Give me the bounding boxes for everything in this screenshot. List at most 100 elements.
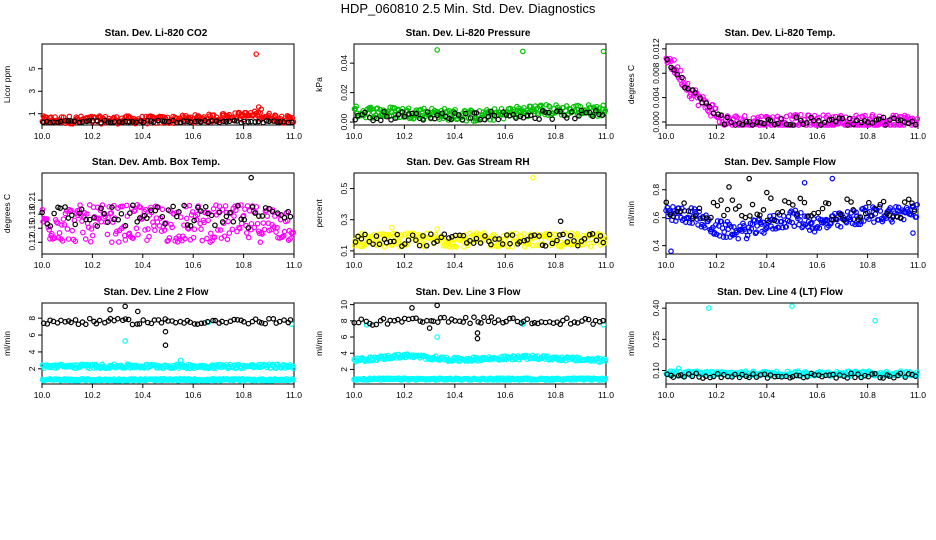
data-point — [500, 319, 506, 326]
data-point — [684, 214, 691, 221]
data-point — [539, 242, 546, 248]
data-point — [142, 206, 149, 213]
data-point — [693, 370, 700, 377]
data-point — [546, 103, 552, 109]
data-point — [668, 248, 674, 255]
data-point — [741, 113, 748, 119]
data-point — [887, 205, 894, 211]
data-point — [133, 225, 140, 232]
chart-rh: Stan. Dev. Gas Stream RH 10.0 10.2 10.4 10.6… — [312, 157, 624, 277]
x-tick-label: 10.0 — [658, 260, 675, 270]
data-point — [439, 110, 445, 117]
data-point — [478, 237, 485, 244]
data-point — [912, 121, 919, 128]
data-point — [533, 242, 540, 249]
data-point — [352, 239, 359, 245]
data-point — [62, 319, 68, 325]
data-point — [716, 119, 723, 125]
data-point — [471, 314, 477, 321]
data-point — [101, 210, 108, 217]
data-point — [231, 316, 237, 323]
data-point — [681, 200, 687, 206]
data-point — [554, 108, 560, 114]
data-point — [233, 207, 239, 214]
data-point — [223, 213, 230, 220]
x-tick-label: 10.0 — [34, 131, 51, 141]
data-point — [674, 64, 681, 70]
data-point — [491, 319, 498, 326]
data-point — [675, 365, 682, 372]
data-point — [168, 221, 174, 228]
data-point — [420, 117, 427, 123]
data-point — [249, 204, 256, 210]
data-point — [96, 317, 103, 324]
data-point — [359, 230, 365, 237]
data-point — [783, 224, 790, 230]
chart-svg: 10.0 10.2 10.4 10.6 10.8 11.0 0.10 0.25 0.40 ml/m… — [626, 300, 926, 400]
data-point — [520, 48, 526, 55]
data-point — [857, 214, 864, 220]
data-point — [122, 222, 129, 229]
data-point — [65, 118, 72, 124]
data-point — [91, 215, 97, 221]
data-point — [145, 226, 151, 232]
data-point — [238, 202, 244, 208]
data-point — [593, 237, 600, 244]
data-point — [757, 212, 763, 218]
data-point — [108, 210, 115, 216]
data-point — [177, 357, 184, 364]
data-point — [482, 233, 488, 239]
data-point — [387, 238, 394, 245]
data-point — [248, 174, 254, 181]
data-points — [39, 51, 297, 127]
data-point — [212, 317, 219, 324]
data-point — [441, 314, 448, 321]
data-point — [126, 230, 133, 237]
data-point — [718, 197, 724, 203]
data-point — [198, 208, 204, 214]
data-point — [909, 118, 915, 125]
data-point — [890, 112, 897, 119]
data-point — [455, 112, 462, 118]
data-point — [115, 216, 122, 223]
data-point — [44, 321, 51, 327]
data-point — [850, 207, 857, 213]
data-point — [537, 103, 544, 109]
data-point — [158, 319, 165, 326]
data-point — [503, 318, 509, 325]
data-point — [764, 225, 770, 231]
data-point — [290, 365, 296, 372]
data-point — [861, 218, 867, 224]
data-point — [816, 114, 823, 121]
data-point — [510, 315, 516, 322]
data-point — [72, 238, 79, 245]
data-point — [773, 368, 780, 375]
data-point — [597, 233, 604, 239]
plot-frame — [353, 43, 607, 126]
data-point — [546, 231, 553, 238]
data-point — [585, 316, 592, 323]
data-point — [266, 205, 272, 212]
data-point — [528, 233, 534, 239]
data-point — [263, 118, 270, 124]
data-point — [59, 238, 66, 244]
data-point — [712, 105, 719, 112]
data-point — [857, 221, 864, 228]
data-point — [742, 228, 749, 235]
data-point — [685, 371, 692, 377]
data-point — [909, 200, 915, 206]
data-point — [373, 115, 380, 122]
data-point — [207, 230, 214, 237]
data-point — [560, 317, 566, 324]
data-point — [212, 222, 218, 229]
data-point — [568, 108, 575, 115]
x-tick-label: 10.6 — [809, 131, 826, 141]
chart-line2: Stan. Dev. Line 2 Flow 10.0 10.2 10.4 10.6 10… — [0, 287, 312, 407]
data-point — [739, 121, 746, 128]
y-tick-label: 0.15 — [27, 220, 37, 237]
data-point — [170, 203, 176, 210]
data-point — [771, 217, 777, 224]
data-point — [222, 203, 229, 209]
data-point — [875, 122, 882, 128]
x-tick-label: 10.0 — [346, 390, 363, 400]
